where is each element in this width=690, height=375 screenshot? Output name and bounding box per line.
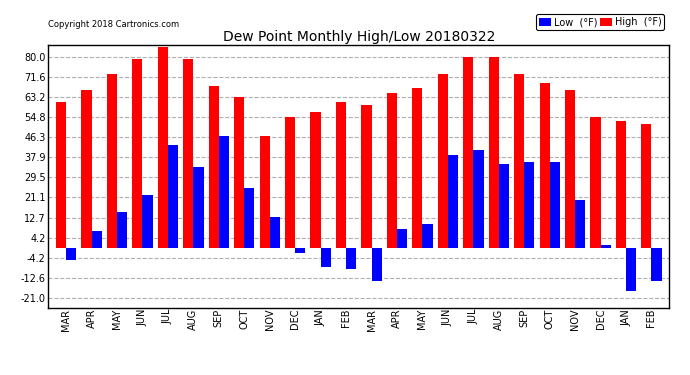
Bar	[550, 162, 560, 248]
Bar	[336, 102, 346, 248]
Bar	[310, 112, 321, 248]
Bar	[168, 145, 178, 248]
Bar	[346, 248, 356, 269]
Bar	[371, 248, 382, 281]
Bar	[600, 246, 611, 248]
Bar	[641, 124, 651, 248]
Bar	[285, 117, 295, 248]
Bar	[117, 212, 127, 248]
Bar	[183, 59, 193, 248]
Bar	[448, 155, 458, 248]
Title: Dew Point Monthly High/Low 20180322: Dew Point Monthly High/Low 20180322	[223, 30, 495, 44]
Bar	[158, 47, 168, 248]
Bar	[259, 136, 270, 248]
Bar	[193, 167, 204, 248]
Bar	[107, 74, 117, 248]
Bar	[219, 136, 229, 248]
Bar	[591, 117, 600, 248]
Bar	[514, 74, 524, 248]
Bar	[56, 102, 66, 248]
Bar	[626, 248, 636, 291]
Bar	[387, 93, 397, 248]
Bar	[295, 248, 306, 253]
Bar	[437, 74, 448, 248]
Legend: Low  (°F), High  (°F): Low (°F), High (°F)	[536, 14, 664, 30]
Bar	[463, 57, 473, 248]
Bar	[565, 90, 575, 248]
Bar	[132, 59, 142, 248]
Bar	[270, 217, 280, 248]
Bar	[499, 164, 509, 248]
Bar	[651, 248, 662, 281]
Bar	[81, 90, 92, 248]
Bar	[412, 88, 422, 248]
Bar	[397, 229, 407, 248]
Bar	[540, 83, 550, 248]
Bar	[92, 231, 101, 248]
Text: Copyright 2018 Cartronics.com: Copyright 2018 Cartronics.com	[48, 20, 179, 29]
Bar	[142, 195, 152, 248]
Bar	[244, 188, 255, 248]
Bar	[362, 105, 371, 248]
Bar	[422, 224, 433, 248]
Bar	[234, 98, 244, 248]
Bar	[473, 150, 484, 248]
Bar	[524, 162, 535, 248]
Bar	[575, 200, 585, 248]
Bar	[616, 122, 626, 248]
Bar	[321, 248, 331, 267]
Bar	[489, 57, 499, 248]
Bar	[66, 248, 77, 260]
Bar	[208, 86, 219, 248]
